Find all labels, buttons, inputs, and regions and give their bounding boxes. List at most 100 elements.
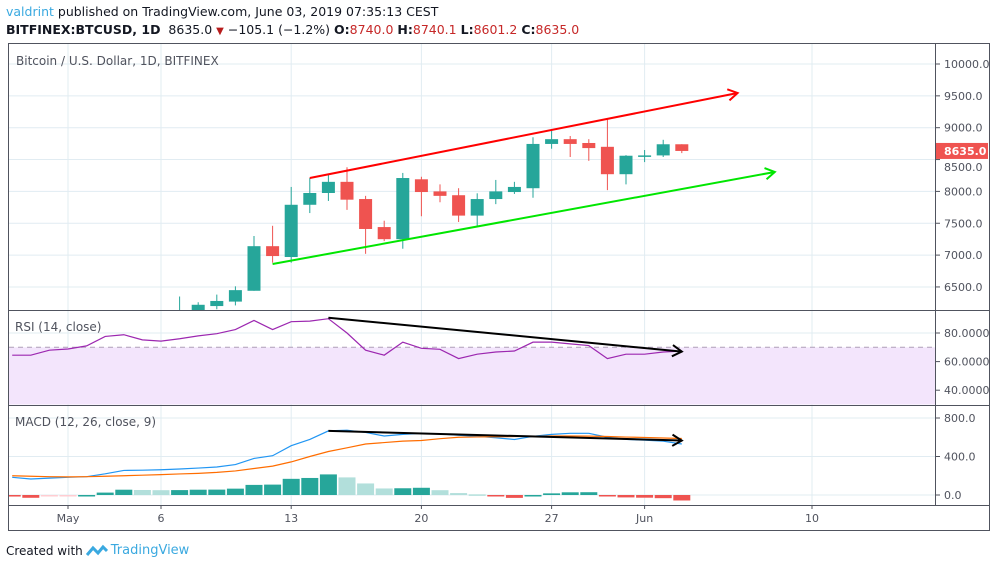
rsi-divergence-line-head: [671, 344, 684, 358]
candle-body: [619, 155, 633, 175]
candle-body: [600, 146, 614, 175]
high-label: H:: [397, 22, 413, 37]
macd-histogram-bar: [9, 495, 21, 497]
low-value: 8601.2: [473, 22, 518, 37]
macd-histogram-bar: [245, 484, 263, 495]
candle-body: [247, 246, 261, 291]
candle-body: [284, 204, 298, 258]
time-axis-label: 27: [545, 512, 559, 525]
lower-trendline: [272, 170, 775, 266]
low-label: L:: [460, 22, 474, 37]
candle-body: [582, 142, 596, 149]
rsi-divergence-line: [328, 316, 682, 353]
candle-body: [340, 181, 354, 200]
time-axis-label: Jun: [635, 512, 653, 525]
macd-histogram-bar: [152, 490, 170, 495]
candle-body: [377, 227, 391, 240]
candle-body: [545, 139, 559, 144]
macd-histogram-bar: [654, 495, 672, 499]
high-value: 8740.1: [412, 22, 457, 37]
close-value: 8635.0: [535, 22, 580, 37]
symbol-legend: BITFINEX:BTCUSD, 1D 8635.0 ▼ −105.1 (−1.…: [6, 22, 579, 37]
macd-axis-label: 400.0: [944, 451, 976, 464]
candle-body: [321, 181, 335, 193]
macd-histogram-bar: [598, 495, 616, 497]
price-change: −105.1 (−1.2%): [227, 22, 331, 37]
price-axis-label: 8000.0: [944, 185, 983, 198]
candle-body: [303, 192, 317, 205]
macd-pane-title: MACD (12, 26, close, 9): [15, 415, 156, 429]
rsi-axis-label: 60.0000: [944, 356, 990, 369]
upper-trendline: [309, 92, 738, 180]
macd-histogram-bar: [40, 495, 58, 497]
macd-histogram-bar: [301, 477, 319, 495]
macd-histogram-bar: [617, 495, 635, 498]
candle-body: [489, 191, 503, 200]
macd-histogram-bar: [375, 488, 393, 495]
candle-body: [266, 246, 280, 257]
created-with-text: Created with: [6, 543, 83, 558]
candle-body: [396, 178, 410, 240]
macd-axis-label: 0.0: [944, 489, 962, 502]
price-axis-label: 7500.0: [944, 217, 983, 230]
macd-histogram-bar: [487, 495, 505, 497]
candle-body: [191, 304, 205, 310]
publish-info: valdrint published on TradingView.com, J…: [6, 4, 438, 19]
candle-body: [470, 199, 484, 216]
macd-histogram-bar: [468, 494, 486, 496]
lower-trendline-head: [764, 167, 777, 180]
macd-histogram-bar: [338, 477, 356, 495]
macd-histogram-bar: [226, 488, 244, 495]
main-pane-title: Bitcoin / U.S. Dollar, 1D, BITFINEX: [16, 54, 219, 68]
price-axis-label: 9500.0: [944, 90, 983, 103]
open-label: O:: [334, 22, 350, 37]
macd-axis-label: 800.0: [944, 412, 976, 425]
macd-histogram-bar: [133, 489, 151, 495]
macd-histogram-bar: [450, 493, 468, 495]
signal-line: [12, 435, 682, 478]
rsi-band: [9, 347, 935, 405]
last-price-badge-text: 8635.0: [944, 145, 987, 158]
author-link[interactable]: valdrint: [6, 4, 54, 19]
candle-body: [414, 179, 428, 193]
macd-histogram-bar: [412, 487, 430, 495]
macd-histogram-bar: [208, 489, 226, 495]
price-axis-label: 10000.0: [944, 58, 990, 71]
candle-body: [507, 186, 521, 193]
macd-divergence-line-head: [671, 433, 684, 447]
tradingview-link[interactable]: TradingView: [110, 543, 190, 558]
candle-body: [210, 300, 224, 307]
tradingview-logo-icon: [85, 544, 108, 556]
candle-body: [526, 143, 540, 189]
time-axis-label: May: [57, 512, 80, 525]
last-price: 8635.0: [168, 22, 213, 37]
macd-histogram-bar: [580, 492, 598, 495]
candle-body: [675, 144, 689, 151]
macd-histogram-bar: [96, 492, 114, 495]
macd-histogram-bar: [171, 490, 189, 495]
time-axis-label: 13: [284, 512, 298, 525]
rsi-line: [12, 318, 682, 360]
candle-body: [433, 191, 447, 196]
macd-histogram-bar: [524, 495, 542, 497]
candle-body: [117, 333, 130, 341]
rsi-axis-label: 40.0000: [944, 384, 990, 397]
price-axis-label: 9000.0: [944, 122, 983, 135]
macd-histogram-bar: [115, 489, 133, 495]
candle-body: [656, 144, 670, 156]
macd-line: [12, 429, 682, 480]
price-axis-label: 7000.0: [944, 249, 983, 262]
time-axis-label: 20: [414, 512, 428, 525]
time-axis-label: 6: [158, 512, 165, 525]
macd-histogram-bar: [282, 478, 300, 495]
rsi-axis-label: 80.0000: [944, 327, 990, 340]
candle-body: [563, 139, 577, 144]
macd-histogram-bar: [673, 495, 691, 501]
open-value: 8740.0: [349, 22, 394, 37]
price-axis-label: 8500.0: [944, 161, 983, 174]
publish-text: published on TradingView.com, June 03, 2…: [57, 4, 439, 19]
macd-divergence-line: [328, 429, 682, 442]
macd-histogram-bar: [319, 474, 337, 495]
macd-histogram-bar: [394, 488, 412, 495]
